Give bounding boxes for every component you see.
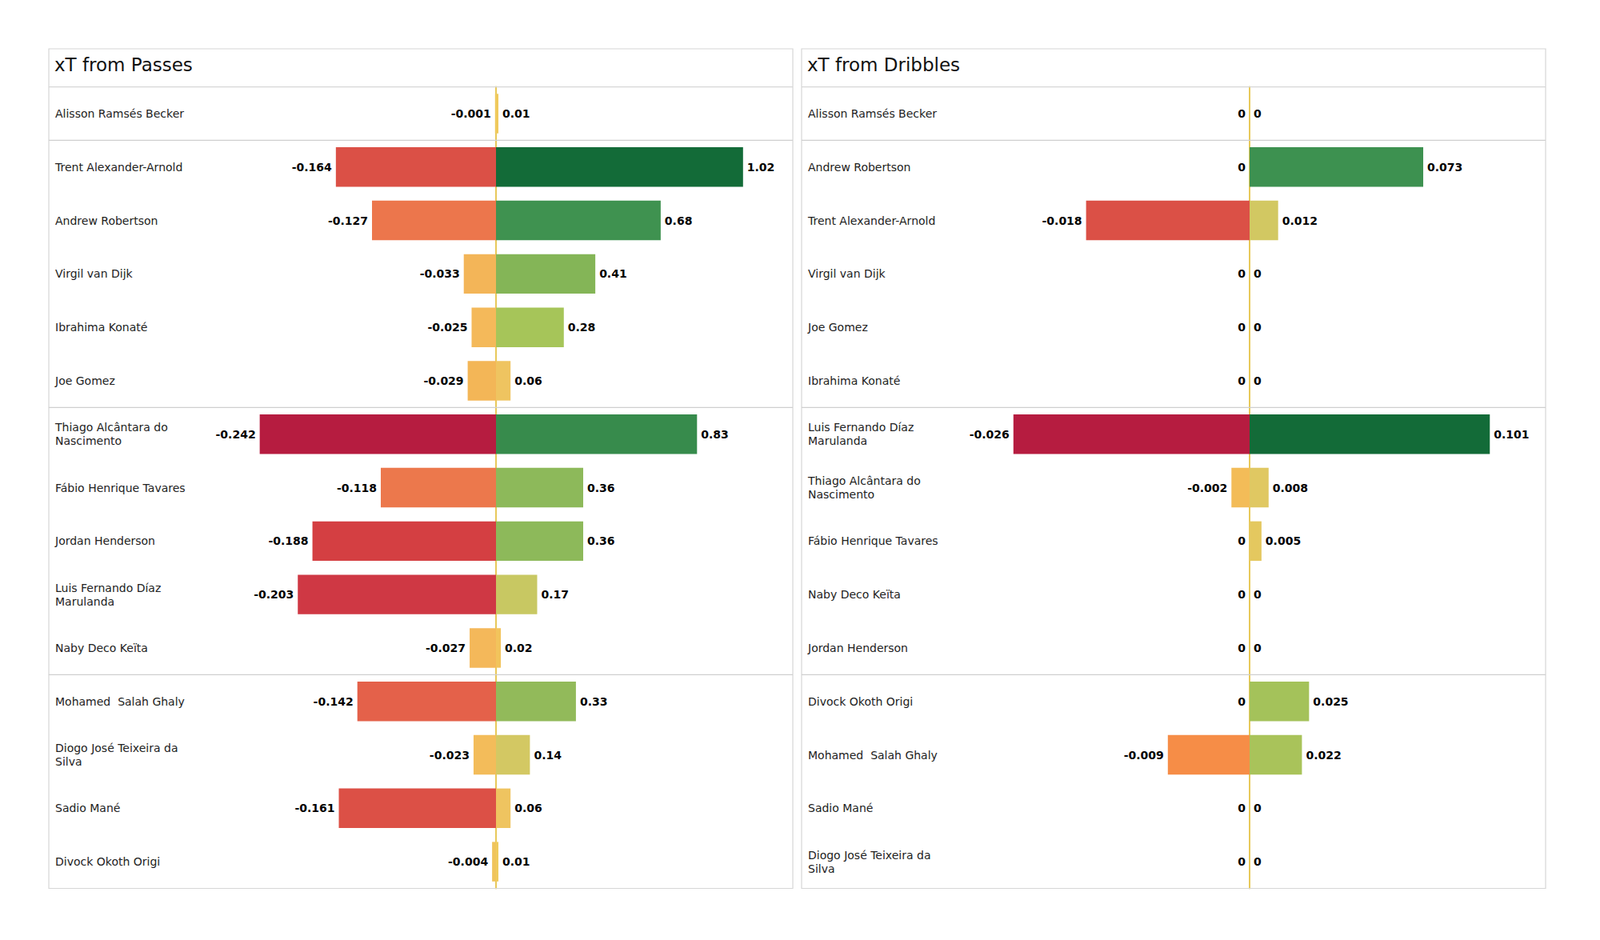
svg-text:0.022: 0.022 [1305,748,1341,762]
svg-text:0.01: 0.01 [502,107,531,120]
svg-text:-0.118: -0.118 [336,481,377,495]
svg-text:Virgil van Dijk: Virgil van Dijk [55,267,134,280]
svg-text:Jordan Henderson: Jordan Henderson [807,641,908,655]
svg-text:-0.001: -0.001 [451,107,492,120]
svg-text:0: 0 [1237,160,1246,174]
svg-text:Joe Gomez: Joe Gomez [54,374,116,388]
svg-text:-0.029: -0.029 [424,374,464,388]
svg-text:0: 0 [1237,267,1246,280]
svg-text:0: 0 [1253,374,1262,388]
svg-text:0: 0 [1253,107,1262,120]
svg-text:0.33: 0.33 [580,695,608,708]
svg-text:-0.033: -0.033 [420,267,460,280]
svg-text:Andrew Robertson: Andrew Robertson [808,160,911,174]
svg-text:0.02: 0.02 [504,641,533,655]
svg-text:Joe Gomez: Joe Gomez [807,320,868,334]
svg-text:0: 0 [1237,588,1246,601]
svg-text:-0.026: -0.026 [969,428,1010,441]
svg-text:0: 0 [1237,534,1246,548]
svg-text:0.17: 0.17 [540,588,569,601]
svg-text:0: 0 [1253,320,1262,334]
svg-text:-0.142: -0.142 [313,695,354,708]
svg-text:0.012: 0.012 [1282,214,1318,228]
svg-text:-0.164: -0.164 [292,160,332,174]
svg-text:Marulanda: Marulanda [55,595,115,608]
svg-text:Thiago Alcântara do: Thiago Alcântara do [807,474,924,488]
svg-text:Nascimento: Nascimento [55,434,122,448]
svg-text:Trent Alexander-Arnold: Trent Alexander-Arnold [54,160,183,174]
svg-text:Naby Deco Keïta: Naby Deco Keïta [808,588,901,601]
svg-text:0: 0 [1253,801,1262,815]
svg-text:Silva: Silva [55,755,83,768]
svg-text:0.14: 0.14 [533,748,562,762]
svg-text:Fábio Henrique Tavares: Fábio Henrique Tavares [55,481,186,495]
svg-text:Diogo José Teixeira da: Diogo José Teixeira da [808,848,935,862]
svg-text:Ibrahima Konaté: Ibrahima Konaté [55,320,148,334]
svg-text:0.36: 0.36 [587,534,616,548]
svg-text:0: 0 [1237,641,1246,655]
svg-text:0.83: 0.83 [700,428,729,441]
svg-text:-0.242: -0.242 [216,428,256,441]
svg-text:Divock Okoth Origi: Divock Okoth Origi [808,695,913,708]
svg-text:0.025: 0.025 [1312,695,1348,708]
svg-text:xT from Dribbles: xT from Dribbles [807,54,960,76]
svg-text:-0.023: -0.023 [429,748,470,762]
svg-text:Silva: Silva [808,862,836,876]
svg-text:0: 0 [1237,801,1246,815]
svg-text:xT from Passes: xT from Passes [54,54,193,76]
svg-text:0.28: 0.28 [568,320,596,334]
svg-text:Alisson Ramsés Becker: Alisson Ramsés Becker [55,107,184,120]
svg-text:Luis Fernando Díaz: Luis Fernando Díaz [808,420,918,434]
svg-text:0: 0 [1253,855,1262,868]
svg-text:Nascimento: Nascimento [808,488,875,501]
svg-text:0: 0 [1237,374,1246,388]
svg-text:-0.004: -0.004 [448,855,488,868]
svg-text:Alisson Ramsés Becker: Alisson Ramsés Becker [808,107,937,120]
svg-text:Mohamed Salah Ghaly: Mohamed Salah Ghaly [808,748,938,762]
svg-text:Jordan Henderson: Jordan Henderson [54,534,156,548]
svg-text:-0.203: -0.203 [253,588,294,601]
svg-text:-0.188: -0.188 [268,534,308,548]
svg-text:Sadio Mané: Sadio Mané [55,801,120,815]
svg-text:0.008: 0.008 [1272,481,1308,495]
svg-text:-0.161: -0.161 [294,801,335,815]
svg-text:Diogo José Teixeira da: Diogo José Teixeira da [55,741,182,755]
svg-text:0.06: 0.06 [514,374,543,388]
svg-text:0.41: 0.41 [599,267,628,280]
svg-text:Trent Alexander-Arnold: Trent Alexander-Arnold [807,214,936,228]
svg-text:0: 0 [1237,107,1246,120]
svg-text:-0.127: -0.127 [328,214,368,228]
svg-text:Sadio Mané: Sadio Mané [808,801,873,815]
svg-text:Andrew Robertson: Andrew Robertson [55,214,158,228]
svg-text:0: 0 [1253,641,1262,655]
svg-text:0.01: 0.01 [502,855,531,868]
svg-text:0.101: 0.101 [1493,428,1529,441]
svg-text:0.36: 0.36 [587,481,616,495]
svg-text:0.005: 0.005 [1265,534,1301,548]
svg-text:Thiago Alcântara do: Thiago Alcântara do [54,420,172,434]
svg-text:0.06: 0.06 [514,801,543,815]
svg-text:0: 0 [1237,695,1246,708]
svg-text:Mohamed Salah Ghaly: Mohamed Salah Ghaly [55,695,185,708]
svg-text:Divock Okoth Origi: Divock Okoth Origi [55,855,160,868]
svg-text:Naby Deco Keïta: Naby Deco Keïta [55,641,148,655]
svg-text:-0.025: -0.025 [427,320,468,334]
svg-text:0: 0 [1237,320,1246,334]
svg-text:0.073: 0.073 [1427,160,1463,174]
svg-text:-0.009: -0.009 [1124,748,1164,762]
svg-text:-0.002: -0.002 [1187,481,1228,495]
svg-text:-0.027: -0.027 [425,641,466,655]
svg-text:-0.018: -0.018 [1042,214,1083,228]
svg-text:1.02: 1.02 [747,160,776,174]
svg-text:0.68: 0.68 [664,214,693,228]
svg-text:Ibrahima Konaté: Ibrahima Konaté [808,374,900,388]
svg-text:Luis Fernando Díaz: Luis Fernando Díaz [55,581,165,595]
svg-text:0: 0 [1253,588,1262,601]
svg-text:0: 0 [1253,267,1262,280]
svg-text:Virgil van Dijk: Virgil van Dijk [808,267,887,280]
svg-text:0: 0 [1237,855,1246,868]
svg-text:Fábio Henrique Tavares: Fábio Henrique Tavares [808,534,939,548]
svg-text:Marulanda: Marulanda [808,434,868,448]
